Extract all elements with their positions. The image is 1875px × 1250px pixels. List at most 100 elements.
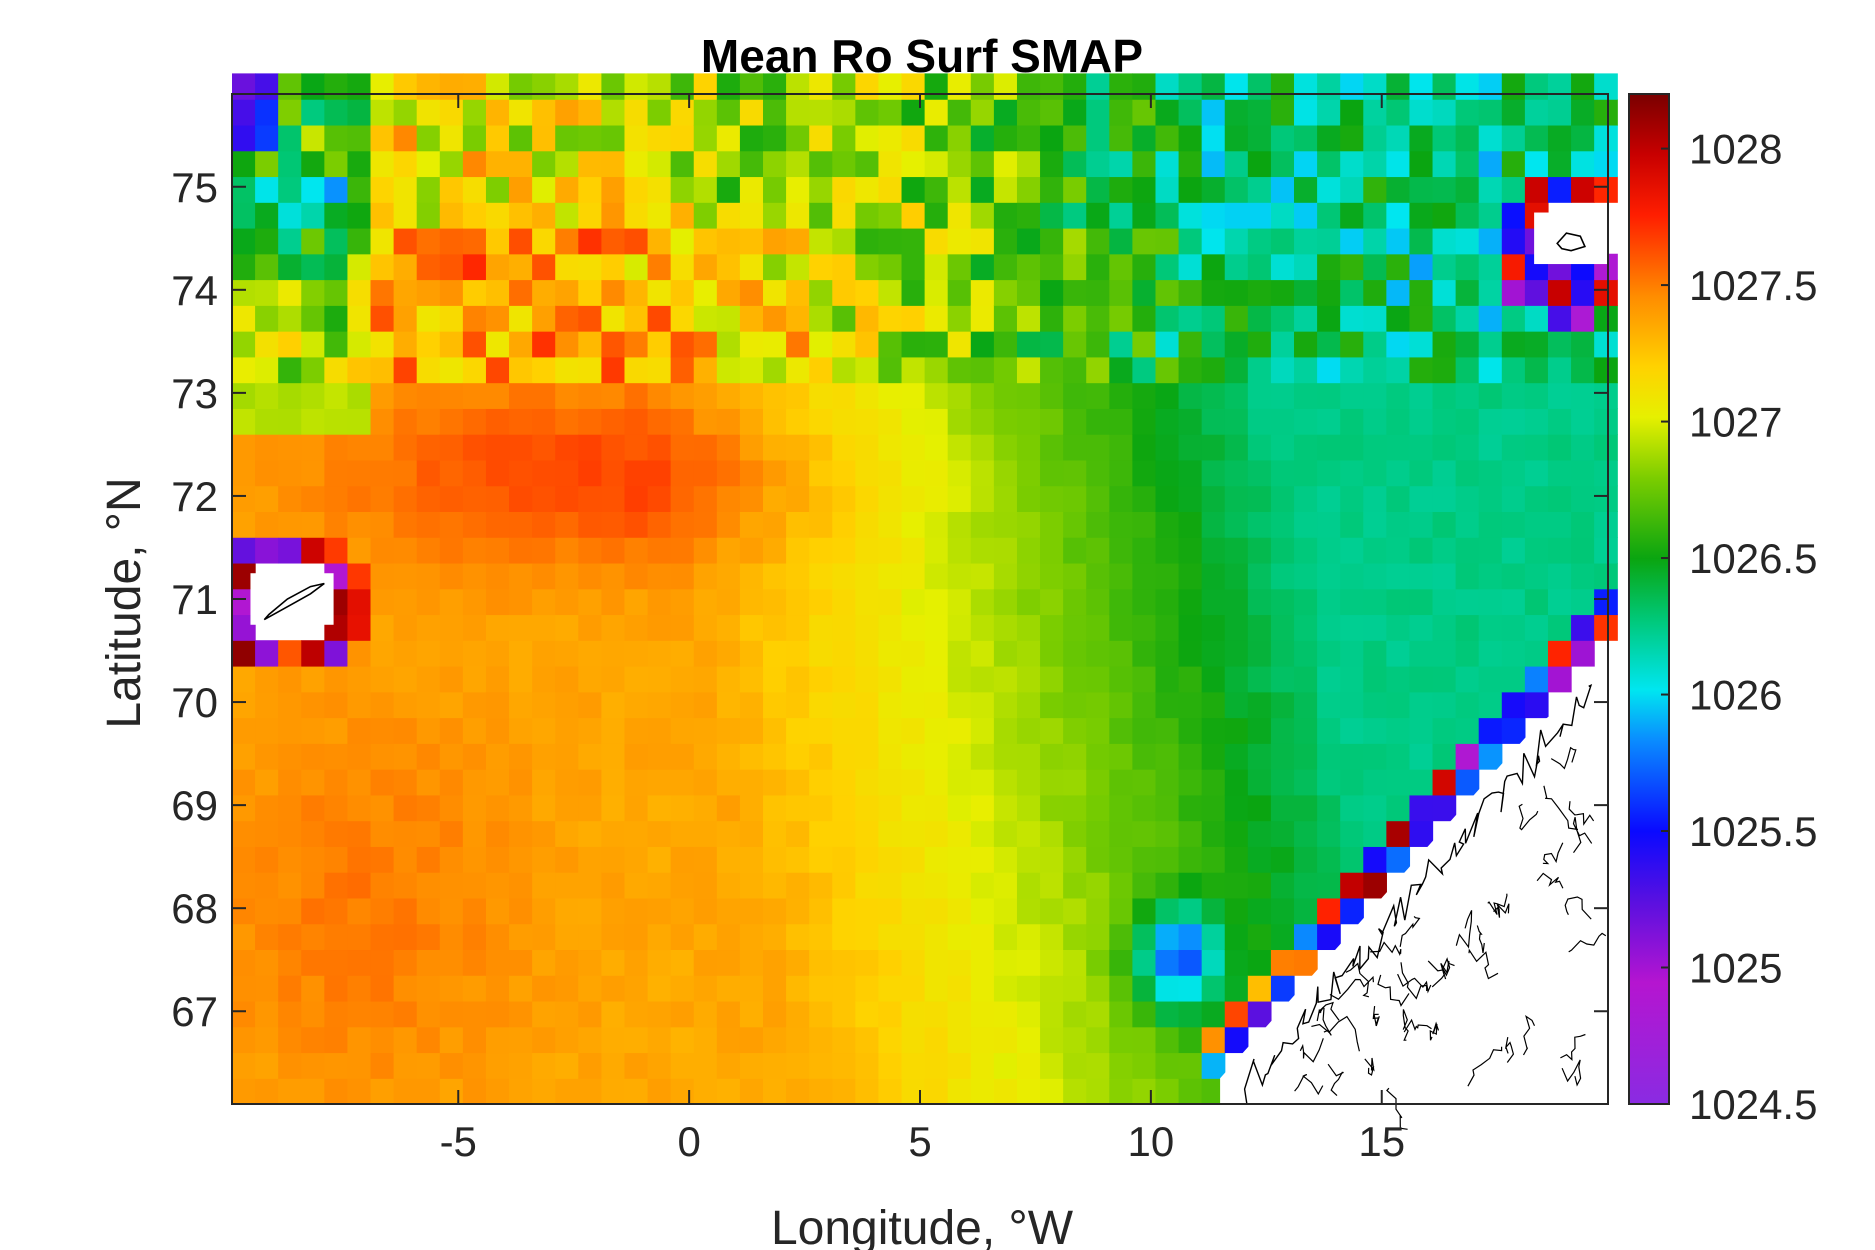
heatmap-cell <box>716 408 741 435</box>
heatmap-cell <box>670 485 695 512</box>
heatmap-cell <box>1201 1078 1226 1105</box>
heatmap-cell <box>809 872 833 899</box>
heatmap-cell <box>993 485 1018 512</box>
heatmap-cell <box>1016 202 1041 229</box>
heatmap-cell <box>278 1000 302 1028</box>
heatmap-cell <box>439 872 464 899</box>
heatmap-cell <box>1501 356 1526 384</box>
heatmap-cell <box>393 588 418 616</box>
heatmap-cell <box>739 640 764 667</box>
heatmap-cell <box>924 872 949 899</box>
heatmap-cell <box>1247 614 1272 641</box>
heatmap-cell <box>924 176 949 203</box>
heatmap-cell <box>1294 949 1318 976</box>
heatmap-cell <box>555 794 579 822</box>
heatmap-cell <box>1247 434 1272 461</box>
heatmap-cell <box>624 614 649 641</box>
heatmap-cell <box>901 872 926 899</box>
heatmap-cell <box>255 356 279 384</box>
heatmap-cell <box>670 949 695 976</box>
heatmap-cell <box>716 949 741 976</box>
heatmap-cell <box>439 1026 464 1054</box>
heatmap-cell <box>1409 279 1434 306</box>
heatmap-cell <box>1409 305 1434 332</box>
heatmap-cell <box>1317 176 1341 203</box>
heatmap-cell <box>1109 434 1134 461</box>
jan-mayen-coastline <box>263 582 325 621</box>
heatmap-cell <box>1409 820 1434 847</box>
heatmap-cell <box>901 150 926 178</box>
heatmap-cell <box>1224 743 1249 770</box>
heatmap-cell <box>1524 459 1549 487</box>
heatmap-cell <box>1478 459 1503 487</box>
heatmap-cell <box>532 846 556 873</box>
heatmap-cell <box>901 640 926 667</box>
heatmap-cell <box>347 769 372 796</box>
heatmap-cell <box>739 1000 764 1028</box>
heatmap-cell <box>624 227 649 255</box>
heatmap-cell <box>1086 872 1110 899</box>
heatmap-cell <box>786 665 810 693</box>
heatmap-cell <box>416 562 441 590</box>
heatmap-cell <box>739 511 764 538</box>
heatmap-cell <box>532 73 556 100</box>
heatmap-cell <box>716 1052 741 1079</box>
heatmap-cell <box>1340 459 1364 487</box>
heatmap-cell <box>555 588 579 616</box>
heatmap-cell <box>232 99 256 126</box>
heatmap-cell <box>1432 665 1457 693</box>
heatmap-cell <box>1409 640 1434 667</box>
heatmap-cell <box>1016 279 1041 306</box>
heatmap-cell <box>1040 717 1064 744</box>
heatmap-cell <box>647 356 672 384</box>
heatmap-cell <box>485 769 510 796</box>
heatmap-cell <box>947 872 972 899</box>
heatmap-cell <box>485 562 510 590</box>
heatmap-cell <box>578 1000 602 1028</box>
heatmap-cell <box>1594 331 1618 358</box>
fjord-line <box>1403 1018 1432 1033</box>
heatmap-cell <box>1178 846 1203 873</box>
heatmap-cell <box>1063 743 1087 770</box>
heatmap-cell <box>763 459 787 487</box>
heatmap-cell <box>1547 382 1572 409</box>
heatmap-cell <box>301 73 325 100</box>
heatmap-cell <box>1571 537 1595 564</box>
heatmap-cell <box>970 356 995 384</box>
heatmap-cell <box>370 897 395 925</box>
heatmap-cell <box>232 975 256 1002</box>
heatmap-cell <box>485 305 510 332</box>
heatmap-cell <box>832 99 856 126</box>
heatmap-cell <box>1178 176 1203 203</box>
heatmap-cell <box>1063 150 1087 178</box>
heatmap-cell <box>624 124 649 152</box>
heatmap-cell <box>901 253 926 281</box>
heatmap-cell <box>1109 485 1134 512</box>
heatmap-cell <box>647 279 672 306</box>
heatmap-cell <box>416 717 441 744</box>
heatmap-cell <box>1409 202 1434 229</box>
heatmap-cell <box>1478 485 1503 512</box>
heatmap-cell <box>763 408 787 435</box>
heatmap-cell <box>232 588 256 616</box>
heatmap-cell <box>1594 614 1618 641</box>
heatmap-cell <box>809 537 833 564</box>
heatmap-cell <box>1063 872 1087 899</box>
heatmap-cell <box>1178 408 1203 435</box>
heatmap-cell <box>1178 1000 1203 1028</box>
heatmap-cell <box>786 331 810 358</box>
heatmap-cell <box>278 537 302 564</box>
heatmap-cell <box>693 408 718 435</box>
heatmap-cell <box>739 382 764 409</box>
heatmap-cell <box>301 202 325 229</box>
heatmap-cell <box>716 846 741 873</box>
heatmap-cell <box>1409 150 1434 178</box>
heatmap-cell <box>347 923 372 951</box>
heatmap-cell <box>1432 511 1457 538</box>
heatmap-cell <box>255 820 279 847</box>
heatmap-cell <box>1063 897 1087 925</box>
heatmap-cell <box>416 227 441 255</box>
heatmap-cell <box>624 949 649 976</box>
heatmap-cell <box>278 897 302 925</box>
heatmap-cell <box>255 99 279 126</box>
